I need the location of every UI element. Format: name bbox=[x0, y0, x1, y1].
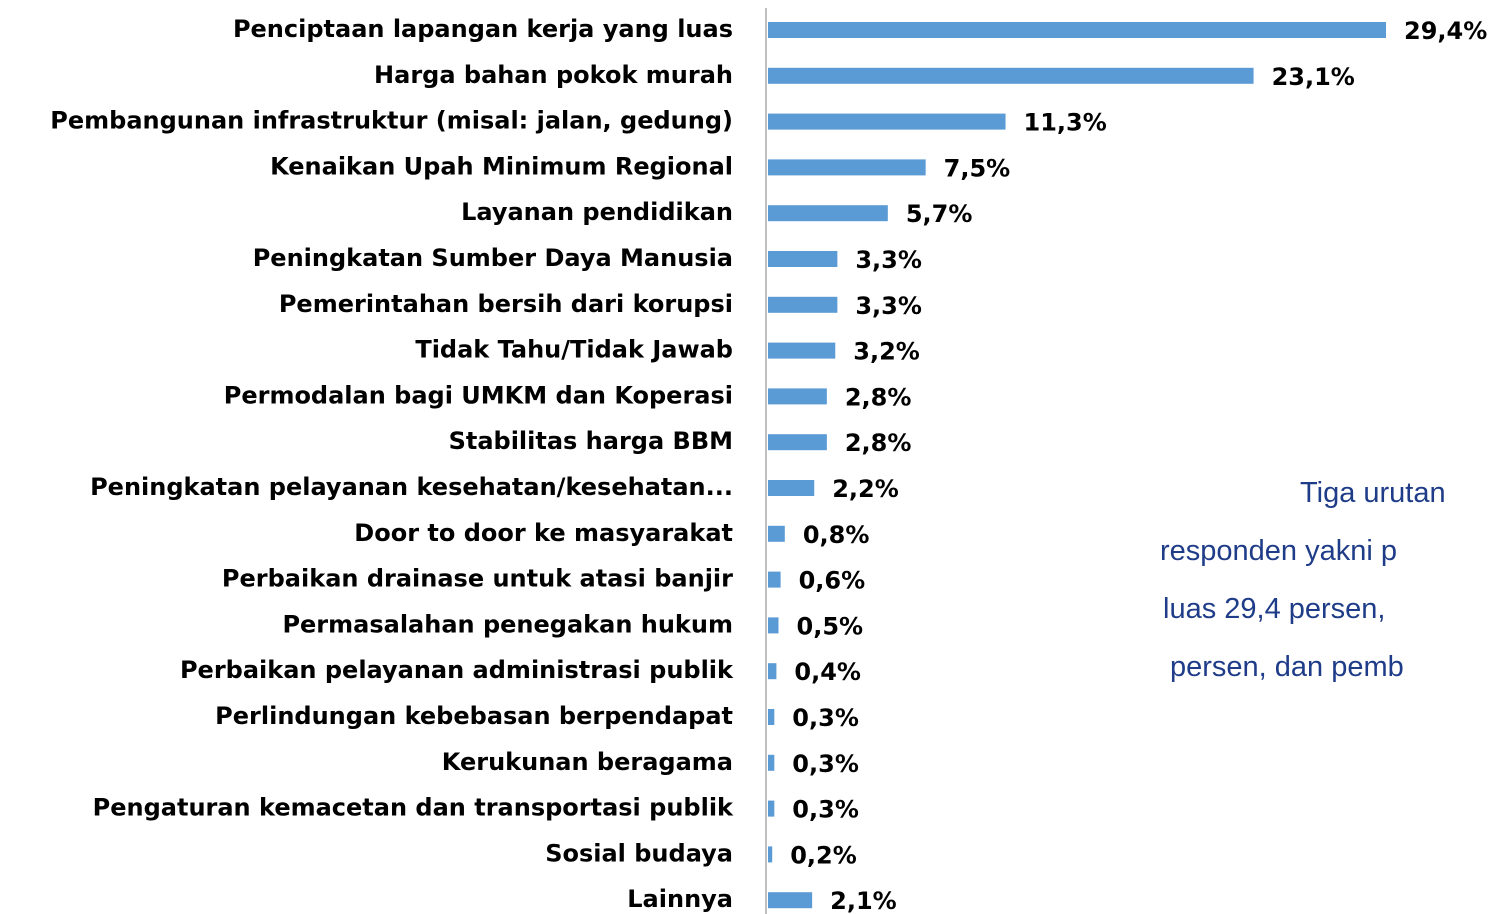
bar bbox=[768, 22, 1386, 38]
bar bbox=[768, 617, 779, 634]
value-label: 5,7% bbox=[906, 200, 973, 228]
category-label: Pengaturan kemacetan dan transportasi pu… bbox=[93, 794, 734, 822]
category-label: Door to door ke masyarakat bbox=[354, 519, 733, 547]
value-label: 0,3% bbox=[792, 750, 859, 778]
value-label: 11,3% bbox=[1024, 109, 1107, 137]
value-label: 0,6% bbox=[799, 567, 866, 595]
bar bbox=[768, 67, 1254, 84]
value-label: 7,5% bbox=[944, 154, 1011, 182]
annotation: luas 29,4 persen, bbox=[1163, 593, 1385, 625]
category-label: Tidak Tahu/Tidak Jawab bbox=[415, 336, 733, 364]
bar bbox=[768, 709, 775, 725]
value-label: 0,3% bbox=[792, 796, 859, 824]
category-label: Stabilitas harga BBM bbox=[449, 427, 733, 455]
value-label: 2,1% bbox=[830, 887, 897, 914]
category-label: Peningkatan pelayanan kesehatan/kesehata… bbox=[90, 473, 733, 501]
annotation: persen, dan pemb bbox=[1170, 651, 1404, 683]
category-label: Perbaikan drainase untuk atasi banjir bbox=[222, 565, 733, 593]
bar bbox=[768, 480, 815, 496]
value-label: 3,2% bbox=[853, 338, 920, 366]
category-label: Harga bahan pokok murah bbox=[374, 61, 733, 89]
bar bbox=[768, 205, 888, 222]
value-label: 0,4% bbox=[794, 658, 861, 686]
category-label: Perbaikan pelayanan administrasi publik bbox=[180, 656, 734, 684]
annotation: Tiga urutan bbox=[1300, 477, 1446, 509]
bar bbox=[768, 846, 773, 863]
category-label: Layanan pendidikan bbox=[461, 198, 733, 226]
category-label: Lainnya bbox=[627, 885, 733, 913]
bar bbox=[768, 892, 813, 909]
bar bbox=[768, 663, 777, 680]
value-label: 0,8% bbox=[803, 521, 870, 549]
value-label: 29,4% bbox=[1404, 17, 1487, 45]
category-label: Kenaikan Upah Minimum Regional bbox=[270, 152, 733, 180]
bar bbox=[768, 754, 775, 771]
value-label: 23,1% bbox=[1272, 63, 1355, 91]
bar bbox=[768, 388, 827, 405]
category-label: Penciptaan lapangan kerja yang luas bbox=[233, 15, 733, 43]
value-label: 0,2% bbox=[790, 841, 857, 869]
bar bbox=[768, 434, 827, 451]
value-label: 3,3% bbox=[855, 292, 922, 320]
bar bbox=[768, 251, 838, 267]
bar bbox=[768, 571, 781, 588]
bar bbox=[768, 800, 775, 817]
category-label: Kerukunan beragama bbox=[442, 748, 733, 776]
category-label: Pemerintahan bersih dari korupsi bbox=[279, 290, 733, 318]
value-label: 0,5% bbox=[797, 612, 864, 640]
value-label: 0,3% bbox=[792, 704, 859, 732]
value-label: 2,8% bbox=[845, 383, 912, 411]
category-label: Sosial budaya bbox=[545, 839, 733, 867]
bar bbox=[768, 525, 785, 542]
value-label: 2,8% bbox=[845, 429, 912, 457]
category-label: Permodalan bagi UMKM dan Koperasi bbox=[224, 381, 733, 409]
value-label: 3,3% bbox=[855, 246, 922, 274]
bar bbox=[768, 342, 836, 359]
bar bbox=[768, 296, 838, 313]
annotation: responden yakni p bbox=[1160, 535, 1397, 567]
category-label: Permasalahan penegakan hukum bbox=[282, 610, 733, 638]
bar bbox=[768, 159, 926, 176]
bar bbox=[768, 113, 1006, 130]
category-label: Peningkatan Sumber Daya Manusia bbox=[253, 244, 733, 272]
category-label: Perlindungan kebebasan berpendapat bbox=[215, 702, 733, 730]
category-label: Pembangunan infrastruktur (misal: jalan,… bbox=[50, 107, 733, 135]
value-label: 2,2% bbox=[832, 475, 899, 503]
